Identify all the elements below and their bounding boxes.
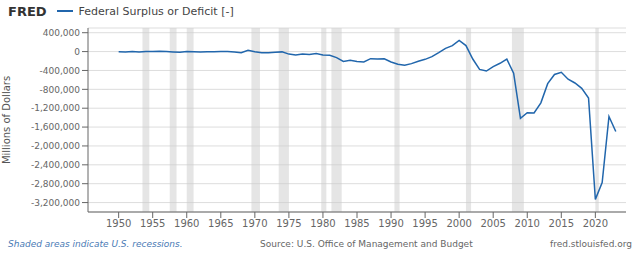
html-text:fred.stlouisfed.org: fred.stlouisfed.org xyxy=(550,239,632,249)
svg-text:-400,000: -400,000 xyxy=(40,66,81,76)
svg-text:2005: 2005 xyxy=(480,218,505,229)
svg-text:1965: 1965 xyxy=(208,218,233,229)
svg-text:1995: 1995 xyxy=(412,218,437,229)
svg-text:1950: 1950 xyxy=(106,218,131,229)
svg-text:1975: 1975 xyxy=(276,218,301,229)
html-text:Shaded areas indicate U.S. rec: Shaded areas indicate U.S. recessions. xyxy=(8,239,183,249)
svg-text:0: 0 xyxy=(74,47,80,57)
svg-text:2010: 2010 xyxy=(515,218,540,229)
svg-text:2015: 2015 xyxy=(549,218,574,229)
svg-text:Millions of Dollars: Millions of Dollars xyxy=(8,76,12,164)
svg-text:-800,000: -800,000 xyxy=(40,85,81,95)
html-text:Source: U.S. Office of Managem: Source: U.S. Office of Management and Bu… xyxy=(260,239,473,249)
svg-text:-1,200,000: -1,200,000 xyxy=(31,103,80,113)
svg-text:1960: 1960 xyxy=(174,218,199,229)
svg-text:1980: 1980 xyxy=(310,218,335,229)
svg-text:2000: 2000 xyxy=(446,218,471,229)
svg-text:1955: 1955 xyxy=(140,218,165,229)
svg-text:-2,000,000: -2,000,000 xyxy=(31,141,80,151)
svg-text:-2,800,000: -2,800,000 xyxy=(31,179,80,189)
svg-text:2020: 2020 xyxy=(583,218,608,229)
svg-text:1985: 1985 xyxy=(344,218,369,229)
html-text:FRED: FRED xyxy=(8,3,47,19)
svg-text:400,000: 400,000 xyxy=(43,28,80,38)
svg-text:1990: 1990 xyxy=(378,218,403,229)
svg-text:1970: 1970 xyxy=(242,218,267,229)
svg-text:-2,400,000: -2,400,000 xyxy=(31,160,80,170)
html-text:Federal Surplus or Deficit [-]: Federal Surplus or Deficit [-] xyxy=(78,4,234,18)
svg-text:-3,200,000: -3,200,000 xyxy=(31,198,80,208)
svg-text:-1,600,000: -1,600,000 xyxy=(31,122,80,132)
